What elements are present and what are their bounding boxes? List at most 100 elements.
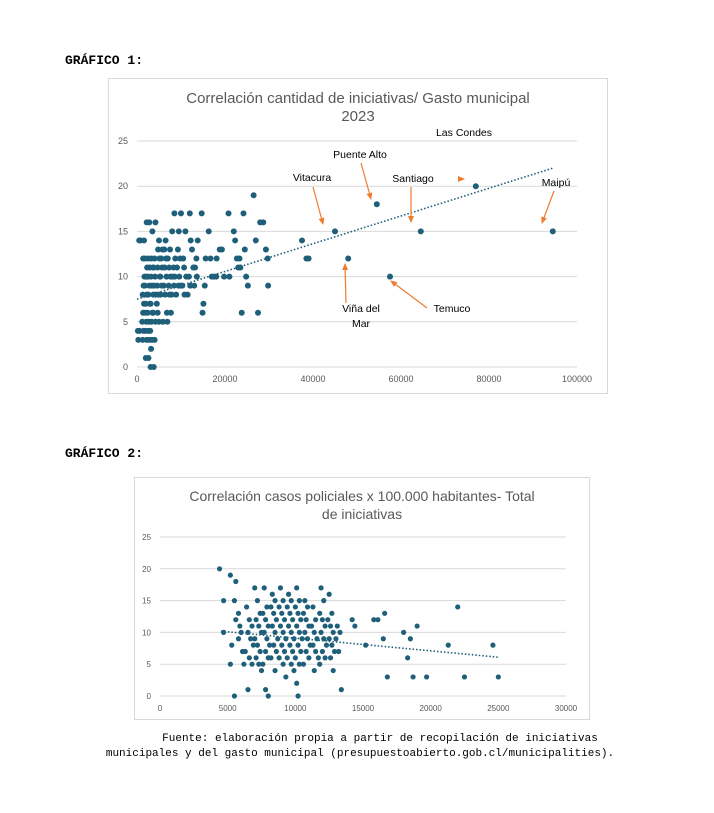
data-point: [262, 648, 269, 655]
data-point: [294, 623, 300, 629]
annotation-label: Maipú: [542, 177, 571, 189]
data-point: [273, 648, 279, 655]
chart1-plot: Correlación cantidad de iniciativas/ Gas…: [118, 90, 592, 384]
annotation-label: Puente Alto: [333, 149, 387, 161]
data-point: [276, 655, 282, 661]
data-point: [322, 623, 328, 629]
data-point: [265, 282, 272, 289]
data-point: [256, 623, 262, 629]
data-point: [294, 680, 300, 686]
data-point: [329, 610, 335, 616]
data-point: [305, 255, 312, 262]
data-point: [152, 219, 159, 226]
data-point: [290, 617, 296, 623]
data-point: [294, 585, 300, 591]
x-tick-label: 100000: [562, 374, 592, 384]
data-point: [148, 345, 155, 352]
data-point: [295, 693, 301, 699]
data-point: [326, 636, 332, 642]
data-point: [142, 354, 149, 361]
data-point: [267, 642, 273, 648]
data-point: [252, 585, 258, 591]
data-point: [233, 617, 239, 623]
data-point: [254, 598, 261, 604]
data-point: [313, 648, 319, 655]
data-point: [162, 291, 169, 298]
data-point: [187, 282, 194, 289]
data-point: [183, 273, 190, 280]
data-point: [414, 623, 420, 629]
data-point: [261, 629, 267, 635]
data-point: [149, 228, 156, 235]
data-point: [336, 648, 342, 655]
x-tick-label: 40000: [300, 374, 325, 384]
data-point: [303, 617, 309, 623]
chart2-plot: Correlación casos policiales x 100.000 h…: [142, 488, 578, 713]
data-point: [549, 228, 556, 235]
data-point: [445, 642, 451, 648]
data-point: [325, 617, 331, 623]
data-point: [241, 661, 247, 667]
data-point: [231, 598, 238, 604]
data-point: [272, 667, 278, 674]
data-point: [255, 309, 261, 316]
data-point: [230, 228, 237, 235]
data-point: [333, 636, 339, 642]
data-point: [288, 629, 294, 635]
data-point: [146, 282, 153, 289]
data-point: [308, 623, 315, 629]
data-point: [244, 604, 250, 610]
caption-line-2: municipales y del gasto municipal (presu…: [105, 748, 615, 760]
data-point: [292, 604, 298, 610]
data-point: [159, 264, 166, 271]
annotation-arrow: [342, 263, 349, 304]
annotation-label: Mar: [352, 318, 371, 330]
data-point: [205, 228, 212, 235]
data-point: [245, 687, 251, 693]
data-point: [330, 629, 336, 635]
data-point: [424, 674, 430, 680]
data-point: [237, 623, 243, 629]
data-point: [288, 661, 294, 667]
data-point: [302, 629, 308, 635]
chart1-title-line-1: Correlación cantidad de iniciativas/ Gas…: [186, 90, 530, 107]
data-point: [317, 610, 323, 616]
data-point: [317, 661, 323, 667]
data-point: [387, 273, 393, 280]
data-point: [141, 273, 148, 280]
data-point: [327, 655, 334, 661]
data-point: [231, 693, 238, 699]
data-point: [262, 246, 269, 253]
data-point: [262, 687, 269, 693]
data-point: [246, 655, 252, 661]
x-tick-label: 5000: [219, 704, 237, 713]
data-point: [338, 687, 344, 693]
data-point: [326, 591, 332, 597]
data-point: [318, 585, 324, 591]
data-point: [290, 648, 296, 655]
data-point: [187, 237, 194, 244]
data-point: [319, 617, 325, 623]
y-tick-label: 0: [123, 362, 128, 372]
trendline: [136, 167, 554, 300]
data-point: [149, 309, 156, 316]
data-point: [232, 237, 239, 244]
data-point: [329, 642, 335, 648]
data-point: [182, 228, 189, 235]
data-point: [271, 610, 277, 616]
data-point: [311, 667, 317, 674]
data-point: [221, 273, 228, 280]
data-point: [139, 336, 146, 343]
data-point: [164, 318, 171, 325]
data-point: [140, 255, 147, 262]
data-point: [495, 674, 501, 680]
y-tick-label: 15: [118, 226, 128, 236]
data-point: [147, 364, 154, 370]
data-point: [268, 655, 274, 661]
data-point: [194, 237, 201, 244]
data-point: [218, 246, 225, 253]
data-point: [172, 255, 179, 262]
data-point: [298, 617, 304, 623]
data-point: [287, 642, 293, 648]
data-point: [193, 273, 200, 280]
